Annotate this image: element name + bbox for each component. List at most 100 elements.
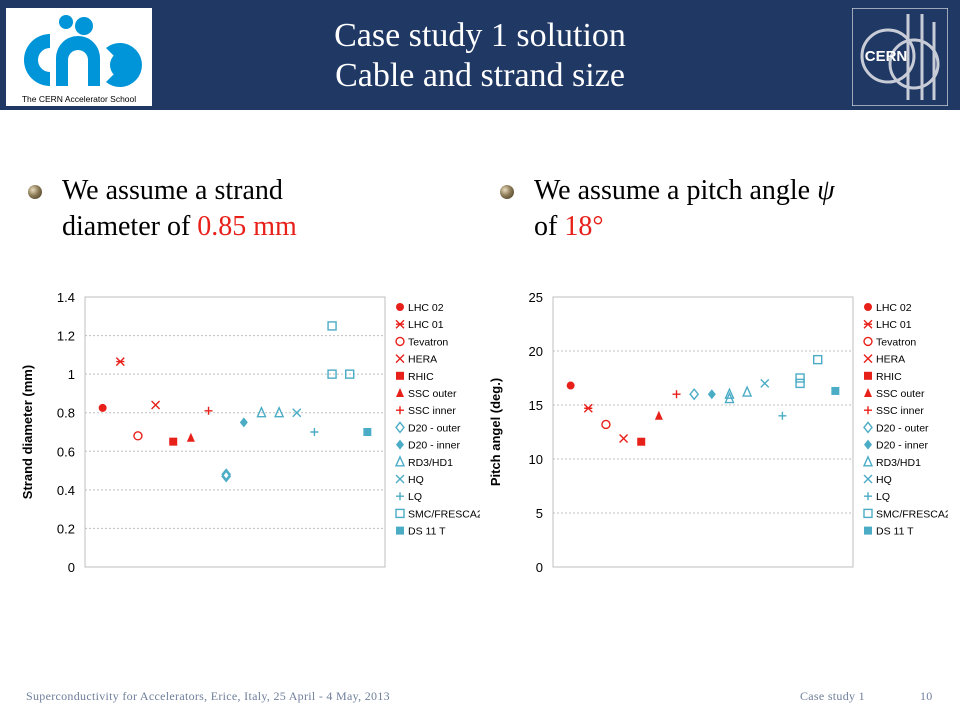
data-point-lq — [778, 411, 787, 420]
legend-marker — [396, 388, 404, 397]
slide-title-line1: Case study 1 solution — [334, 17, 626, 54]
bullet-text-right: We assume a pitch angle ψ of 18° — [534, 173, 834, 245]
y-tick-label: 10 — [529, 452, 543, 467]
y-tick-label: 0.6 — [57, 444, 75, 459]
data-point-lhc-02 — [98, 403, 107, 412]
data-point-ssc-inner — [672, 390, 681, 399]
data-point-rd3-hd1 — [742, 385, 753, 397]
legend-label: LHC 01 — [408, 319, 444, 331]
data-point-rhic — [637, 437, 646, 446]
bullet-left-line2-prefix: diameter of — [62, 211, 198, 242]
y-tick-label: 0 — [536, 560, 543, 575]
data-point-hera — [619, 433, 629, 443]
data-point-tevatron — [601, 419, 611, 430]
legend-marker — [396, 526, 404, 535]
data-point-d20-outer — [689, 388, 700, 401]
data-point-d20-outer — [221, 470, 232, 483]
data-point-rd3-hd1 — [256, 405, 267, 418]
legend-label: SSC outer — [876, 388, 925, 400]
legend-marker — [864, 406, 872, 415]
data-point-smc-fresca2 — [795, 378, 805, 389]
legend-marker — [863, 421, 873, 434]
legend-marker — [395, 474, 405, 484]
data-point-lq — [310, 428, 319, 436]
cas-logo: The CERN Accelerator School — [6, 8, 152, 106]
legend-label: LQ — [408, 491, 422, 503]
bullet-dot-left — [28, 185, 42, 199]
legend-marker — [395, 354, 405, 364]
y-tick-label: 0.2 — [57, 521, 75, 536]
legend-label: SMC/FRESCA2 — [876, 508, 948, 520]
data-point-lhc-01 — [583, 403, 593, 413]
legend-marker — [864, 371, 872, 380]
data-point-lhc-01 — [115, 357, 125, 367]
y-axis-label: Pitch angel (deg.) — [488, 378, 503, 486]
legend-marker — [394, 455, 406, 467]
strand-diameter-value: 0.85 mm — [197, 211, 297, 242]
legend-label: RD3/HD1 — [408, 457, 453, 469]
strand-diameter-chart: 0 0.2 0.4 0.6 0.8 1 1.2 1.4 Strand diameter (mm)… — [20, 290, 480, 575]
y-tick-label: 1.4 — [57, 290, 75, 305]
legend-label: HERA — [408, 354, 437, 366]
data-point-smc-fresca2 — [345, 369, 355, 379]
cas-logo-caption: The CERN Accelerator School — [22, 94, 136, 104]
data-point-d20-inner — [707, 389, 716, 400]
legend-label: RHIC — [408, 371, 434, 383]
pitch-angle-chart: 0 5 10 15 20 25 Pitch angel (deg.) LHC 02 LHC 01… — [488, 290, 948, 575]
bullet-text-left: We assume a strand diameter of 0.85 mm — [62, 173, 297, 245]
data-point-ssc-inner — [204, 406, 213, 415]
legend-label: LHC 01 — [876, 319, 912, 331]
slide-title-line2: Cable and strand size — [335, 57, 625, 94]
data-point-hera — [151, 400, 161, 410]
y-tick-label: 15 — [529, 398, 543, 413]
legend-label: DS 11 T — [876, 526, 914, 538]
footer-section: Case study 1 — [800, 689, 865, 703]
legend-label: HQ — [876, 474, 892, 486]
psi-symbol: ψ — [817, 175, 835, 206]
cern-logo-text: CERN — [865, 48, 908, 65]
legend-marker — [863, 508, 873, 519]
legend-marker — [864, 439, 872, 450]
legend-marker — [396, 406, 404, 415]
legend-marker — [863, 354, 873, 364]
legend-marker — [396, 371, 404, 380]
title-banner: The CERN Accelerator School Case study 1… — [0, 0, 960, 110]
data-point-hq — [760, 378, 770, 388]
bullet-dot-right — [500, 185, 514, 199]
legend-label: HQ — [408, 474, 424, 486]
bullet-right-line1-prefix: We assume a pitch angle — [534, 175, 818, 206]
legend-marker — [396, 303, 404, 311]
data-point-lhc-02 — [566, 381, 575, 390]
footer-page-number: 10 — [920, 689, 933, 703]
y-tick-label: 0 — [68, 560, 75, 575]
y-tick-label: 1.2 — [57, 329, 75, 344]
y-tick-label: 0.8 — [57, 406, 75, 421]
data-point-tevatron — [133, 431, 143, 441]
legend-label: D20 - outer — [408, 422, 461, 434]
data-point-smc-fresca2 — [813, 354, 823, 365]
plot-area — [552, 296, 854, 568]
legend-label: SSC outer — [408, 388, 457, 400]
pitch-angle-value: 18° — [564, 211, 604, 242]
legend-marker — [863, 474, 873, 484]
legend-label: RD3/HD1 — [876, 457, 921, 469]
footer-conference: Superconductivity for Accelerators, Eric… — [26, 689, 390, 703]
data-point-d20-inner — [239, 417, 248, 428]
legend-marker — [395, 421, 405, 434]
bullet-left-line1: We assume a strand — [62, 175, 283, 206]
y-tick-label: 0.4 — [57, 483, 75, 498]
data-point-rd3-hd1 — [724, 391, 735, 404]
legend-marker — [395, 336, 405, 347]
legend-label: LHC 02 — [876, 302, 912, 314]
data-point-rhic — [169, 437, 178, 446]
legend-label: LQ — [876, 491, 890, 503]
data-point-hq — [292, 408, 302, 418]
y-tick-label: 1 — [68, 367, 75, 382]
data-point-ds-11-t — [363, 428, 372, 436]
legend-marker — [396, 492, 404, 501]
y-axis-label: Strand diameter (mm) — [20, 365, 35, 499]
data-point-ds-11-t — [831, 386, 840, 395]
data-point-smc-fresca2 — [327, 369, 337, 379]
bullet-right-line1: We assume a pitch angle ψ — [534, 173, 834, 209]
y-tick-label: 5 — [536, 506, 543, 521]
